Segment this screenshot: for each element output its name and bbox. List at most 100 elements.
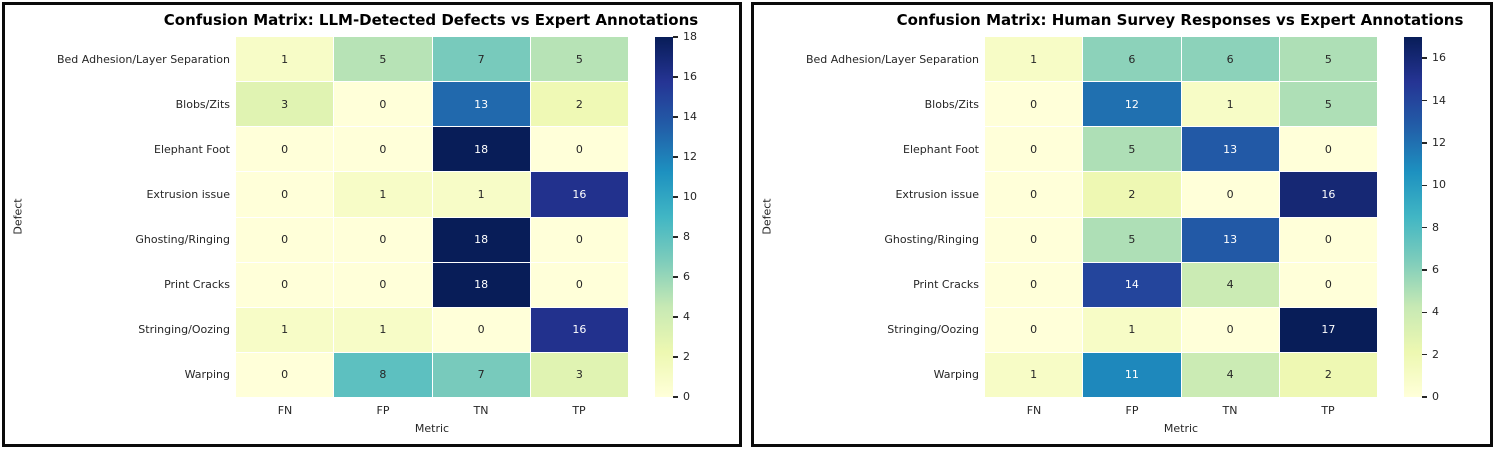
heatmap-cell: 0 bbox=[334, 217, 432, 262]
heatmap-grid: 1 6 6 5 0 12 1 5 0 5 13 0 0 2 0 16 0 5 13 0 0 14 4 0 0 1 0 17 1 11 4 2 bbox=[985, 37, 1377, 397]
heatmap-cell: 0 bbox=[985, 307, 1083, 352]
heatmap-cell: 0 bbox=[985, 217, 1083, 262]
heatmap-cell: 6 bbox=[1083, 37, 1181, 82]
heatmap-cell: 0 bbox=[985, 262, 1083, 307]
heatmap-cell: 2 bbox=[530, 82, 628, 127]
y-tick-label: Blobs/Zits bbox=[175, 98, 230, 111]
colorbar-gradient bbox=[1404, 37, 1422, 397]
x-tick-label: TN bbox=[473, 404, 489, 417]
heatmap-cell: 3 bbox=[236, 82, 334, 127]
heatmap-cell: 13 bbox=[1181, 217, 1279, 262]
heatmap-cell: 1 bbox=[985, 352, 1083, 397]
heatmap-cell: 1 bbox=[236, 307, 334, 352]
colorbar-tick-label: 18 bbox=[683, 30, 697, 43]
heatmap-cell: 0 bbox=[334, 127, 432, 172]
heatmap-cell: 0 bbox=[1279, 217, 1377, 262]
heatmap-cell: 16 bbox=[1279, 172, 1377, 217]
heatmap-cell: 13 bbox=[1181, 127, 1279, 172]
colorbar-tick bbox=[673, 156, 678, 158]
chart-title: Confusion Matrix: LLM-Detected Defects v… bbox=[163, 11, 699, 29]
heatmap-cell: 5 bbox=[1083, 127, 1181, 172]
x-tick-label: FP bbox=[376, 404, 390, 417]
heatmap-grid: 1 5 7 5 3 0 13 2 0 0 18 0 0 1 1 16 0 0 18 0 0 0 18 0 1 1 0 16 0 8 7 3 bbox=[236, 37, 628, 397]
y-tick-label: Stringing/Oozing bbox=[887, 323, 979, 336]
y-tick-label: Bed Adhesion/Layer Separation bbox=[805, 53, 979, 66]
heatmap-cell: 2 bbox=[1083, 172, 1181, 217]
colorbar-tick-label: 16 bbox=[683, 70, 697, 83]
heatmap-cell: 0 bbox=[1181, 172, 1279, 217]
heatmap-panel-llm: Confusion Matrix: LLM-Detected Defects v… bbox=[2, 2, 742, 447]
colorbar-tick-label: 14 bbox=[1432, 93, 1446, 107]
colorbar-tick bbox=[673, 76, 678, 78]
x-axis-label: Metric bbox=[414, 422, 450, 435]
colorbar-tick bbox=[1422, 184, 1427, 186]
heatmap-cell: 16 bbox=[530, 172, 628, 217]
colorbar-tick bbox=[1422, 311, 1427, 313]
heatmap-cell: 12 bbox=[1083, 82, 1181, 127]
colorbar-tick bbox=[1422, 269, 1427, 271]
heatmap-cell: 5 bbox=[334, 37, 432, 82]
heatmap-cell: 1 bbox=[432, 172, 530, 217]
heatmap-cell: 1 bbox=[1083, 307, 1181, 352]
y-tick-label: Ghosting/Ringing bbox=[884, 233, 979, 246]
heatmap-cell: 4 bbox=[1181, 352, 1279, 397]
colorbar-tick-label: 8 bbox=[683, 230, 690, 243]
x-axis-label: Metric bbox=[1163, 422, 1199, 435]
x-tick-label: FN bbox=[277, 404, 293, 417]
heatmap-cell: 0 bbox=[236, 262, 334, 307]
colorbar-tick-label: 0 bbox=[1432, 390, 1439, 403]
y-tick-label: Print Cracks bbox=[164, 278, 230, 291]
colorbar-gradient bbox=[655, 37, 673, 397]
heatmap-cell: 0 bbox=[432, 307, 530, 352]
colorbar-tick-label: 16 bbox=[1432, 51, 1446, 65]
colorbar-tick bbox=[1422, 142, 1427, 144]
heatmap-cell: 1 bbox=[1181, 82, 1279, 127]
heatmap-cell: 3 bbox=[530, 352, 628, 397]
x-tick-label: FN bbox=[1026, 404, 1042, 417]
y-tick-label: Stringing/Oozing bbox=[138, 323, 230, 336]
heatmap-cell: 5 bbox=[1279, 82, 1377, 127]
heatmap-cell: 0 bbox=[1181, 307, 1279, 352]
heatmap-cell: 0 bbox=[236, 172, 334, 217]
heatmap-cell: 0 bbox=[236, 352, 334, 397]
panel-inner: Confusion Matrix: LLM-Detected Defects v… bbox=[5, 5, 739, 444]
heatmap-cell: 1 bbox=[334, 307, 432, 352]
colorbar-tick bbox=[1422, 99, 1427, 102]
heatmap-cell: 0 bbox=[985, 82, 1083, 127]
heatmap-cell: 7 bbox=[432, 352, 530, 397]
colorbar-tick-label: 12 bbox=[683, 150, 697, 163]
y-tick-label: Elephant Foot bbox=[903, 143, 979, 156]
colorbar-tick-label: 0 bbox=[683, 390, 690, 403]
colorbar-tick bbox=[1422, 353, 1427, 356]
heatmap-cell: 11 bbox=[1083, 352, 1181, 397]
heatmap-cell: 0 bbox=[530, 127, 628, 172]
colorbar-tick-label: 4 bbox=[1432, 305, 1439, 319]
heatmap-cell: 5 bbox=[530, 37, 628, 82]
heatmap-cell: 0 bbox=[985, 172, 1083, 217]
y-tick-label: Extrusion issue bbox=[895, 188, 979, 201]
y-tick-label: Elephant Foot bbox=[154, 143, 230, 156]
x-tick-label: TP bbox=[572, 404, 586, 417]
heatmap-cell: 5 bbox=[1279, 37, 1377, 82]
colorbar-tick bbox=[1422, 396, 1427, 398]
heatmap-cell: 0 bbox=[530, 217, 628, 262]
heatmap-cell: 0 bbox=[236, 217, 334, 262]
y-tick-label: Print Cracks bbox=[913, 278, 979, 291]
heatmap-cell: 5 bbox=[1083, 217, 1181, 262]
colorbar-tick-label: 14 bbox=[683, 110, 697, 123]
colorbar-tick-label: 2 bbox=[683, 350, 690, 363]
colorbar-tick-label: 10 bbox=[683, 190, 697, 203]
heatmap-cell: 7 bbox=[432, 37, 530, 82]
heatmap-cell: 18 bbox=[432, 262, 530, 307]
colorbar-tick-label: 8 bbox=[1432, 220, 1439, 234]
colorbar-tick bbox=[1422, 57, 1427, 59]
heatmap-cell: 6 bbox=[1181, 37, 1279, 82]
colorbar-tick bbox=[673, 196, 678, 198]
colorbar-tick bbox=[673, 276, 678, 278]
heatmap-cell: 2 bbox=[1279, 352, 1377, 397]
heatmap-cell: 0 bbox=[530, 262, 628, 307]
colorbar-tick bbox=[673, 36, 678, 38]
heatmap-cell: 1 bbox=[334, 172, 432, 217]
colorbar-tick-label: 10 bbox=[1432, 178, 1446, 192]
heatmap-cell: 14 bbox=[1083, 262, 1181, 307]
